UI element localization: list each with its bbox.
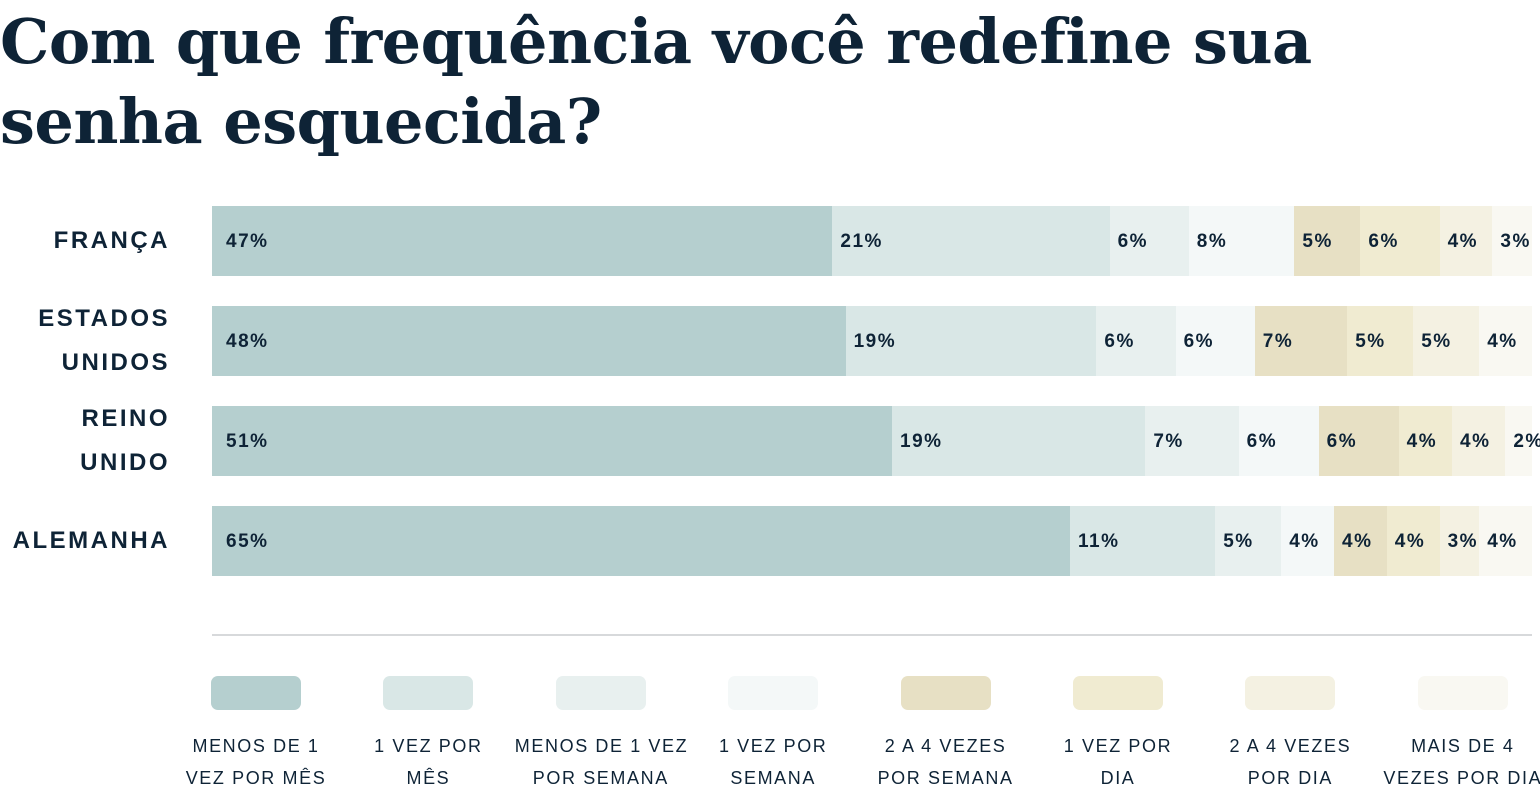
bar-row: 48% 19% 6% 6% 7% 5% 5% 4% <box>212 306 1532 376</box>
data-label: 5% <box>1355 331 1386 352</box>
bar-segment <box>1347 306 1414 376</box>
bar-segment <box>1479 506 1532 576</box>
bar-segment <box>1413 306 1480 376</box>
bar-row: 47% 21% 6% 8% 5% 6% 4% 3% <box>212 206 1532 276</box>
legend-item: 1 VEZ POR MÊS <box>342 676 514 794</box>
legend-swatch <box>1245 676 1336 710</box>
bar-row: 65% 11% 5% 4% 4% 4% 3% 4% <box>212 506 1532 576</box>
data-label: 47% <box>226 231 269 252</box>
bar-segment <box>212 506 1070 576</box>
legend-item: MENOS DE 1 VEZ POR MÊS <box>170 676 342 794</box>
data-label: 7% <box>1262 331 1294 352</box>
bar-segment <box>212 406 892 476</box>
legend-label: 1 VEZ POR SEMANA <box>718 736 828 788</box>
bar-segment <box>1360 206 1440 276</box>
legend-label: 1 VEZ POR MÊS <box>374 736 483 788</box>
bar-segment <box>212 306 846 376</box>
bar-segment <box>832 206 1110 276</box>
data-label: 4% <box>1342 531 1373 552</box>
legend-item: MENOS DE 1 VEZ POR SEMANA <box>515 676 687 794</box>
bar-segment <box>1188 206 1295 276</box>
legend-label: 1 VEZ POR DIA <box>1063 736 1173 788</box>
legend-item: 1 VEZ POR SEMANA <box>687 676 859 794</box>
data-label: 3% <box>1447 531 1479 552</box>
data-label: 5% <box>1302 231 1333 252</box>
data-label: 19% <box>900 431 943 452</box>
bar-segment <box>845 306 1097 376</box>
bar-row: 51% 19% 7% 6% 6% 4% 4% 2% <box>212 406 1540 476</box>
bar-segment <box>1281 506 1334 576</box>
data-label: 6% <box>1246 431 1278 452</box>
row-label: ALEMANHA <box>12 527 170 554</box>
data-label: 51% <box>226 431 269 452</box>
data-label: 2% <box>1513 431 1540 452</box>
legend-swatch <box>900 676 991 710</box>
legend-label: MENOS DE 1 VEZ POR SEMANA <box>514 736 689 788</box>
data-label: 4% <box>1394 531 1426 552</box>
data-label: 4% <box>1447 231 1479 252</box>
bar-segment <box>1175 306 1255 376</box>
data-label: 4% <box>1406 431 1438 452</box>
legend-swatch <box>211 676 301 710</box>
legend-swatch <box>555 676 646 710</box>
bar-segment <box>892 406 1146 476</box>
data-label: 4% <box>1289 531 1320 552</box>
data-label: 65% <box>226 531 269 552</box>
row-label: FRANÇA <box>53 227 170 254</box>
data-label: 5% <box>1223 531 1254 552</box>
bar-segment <box>1109 206 1189 276</box>
row-label: REINO UNIDO <box>80 405 170 476</box>
legend-label: MAIS DE 4 VEZES POR DIA <box>1383 736 1540 788</box>
legend-label: 2 A 4 VEZES POR SEMANA <box>877 736 1014 788</box>
legend-item: MAIS DE 4 VEZES POR DIA <box>1377 676 1540 794</box>
bar-segment <box>212 206 833 276</box>
legend-swatch <box>728 676 819 710</box>
legend-swatch <box>383 676 474 710</box>
bar-segment <box>1096 306 1176 376</box>
data-label: 11% <box>1078 531 1120 552</box>
data-label: 4% <box>1460 431 1491 452</box>
data-label: 19% <box>853 331 897 352</box>
bar-segment <box>1492 206 1532 276</box>
data-label: 21% <box>840 231 883 252</box>
data-label: 8% <box>1196 231 1228 252</box>
bar-segment <box>1145 406 1239 476</box>
row-label: ESTADOS UNIDOS <box>38 305 170 376</box>
legend-item: 2 A 4 VEZES POR SEMANA <box>860 676 1032 794</box>
data-label: 3% <box>1500 231 1531 252</box>
data-label: 6% <box>1104 331 1135 352</box>
bar-segment <box>1386 506 1440 576</box>
data-label: 5% <box>1421 331 1452 352</box>
data-label: 6% <box>1326 431 1358 452</box>
bar-segment <box>1334 506 1387 576</box>
bar-segment <box>1318 406 1399 476</box>
axis-baseline <box>212 634 1532 636</box>
bar-segment <box>1439 506 1480 576</box>
legend-item: 1 VEZ POR DIA <box>1032 676 1204 794</box>
data-label: 6% <box>1368 231 1399 252</box>
data-label: 7% <box>1153 431 1184 452</box>
bar-segment <box>1215 506 1282 576</box>
bar-segment <box>1294 206 1361 276</box>
data-label: 4% <box>1487 531 1518 552</box>
data-label: 48% <box>226 331 269 352</box>
bar-segment <box>1479 306 1532 376</box>
data-label: 6% <box>1117 231 1149 252</box>
legend-swatch <box>1417 676 1508 710</box>
bar-segment <box>1452 406 1506 476</box>
data-label: 4% <box>1487 331 1518 352</box>
bar-segment <box>1398 406 1452 476</box>
bar-segment <box>1254 306 1348 376</box>
legend-label: MENOS DE 1 VEZ POR MÊS <box>185 736 327 788</box>
bar-segment <box>1505 406 1532 476</box>
legend-swatch <box>1073 676 1163 710</box>
bar-segment <box>1070 506 1216 576</box>
chart-title: Com que frequência você redefine sua sen… <box>0 5 1312 158</box>
data-label: 6% <box>1183 331 1215 352</box>
bar-segment <box>1238 406 1319 476</box>
legend-label: 2 A 4 VEZES POR DIA <box>1229 736 1352 788</box>
legend-item: 2 A 4 VEZES POR DIA <box>1204 676 1376 794</box>
bar-segment <box>1439 206 1493 276</box>
